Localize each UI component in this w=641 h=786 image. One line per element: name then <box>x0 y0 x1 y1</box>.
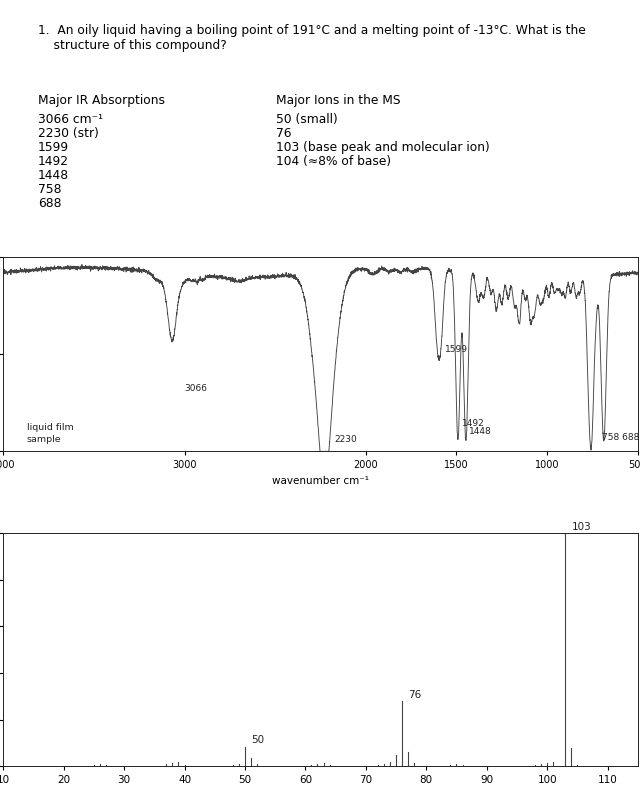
Text: 688: 688 <box>38 197 62 210</box>
Text: 104 (≈8% of base): 104 (≈8% of base) <box>276 155 391 168</box>
Text: 1.  An oily liquid having a boiling point of 191°C and a melting point of -13°C.: 1. An oily liquid having a boiling point… <box>38 24 586 53</box>
Text: 1492: 1492 <box>38 155 69 168</box>
Text: 758 688: 758 688 <box>601 432 639 442</box>
Text: 1492: 1492 <box>462 419 485 428</box>
Text: liquid film
sample: liquid film sample <box>27 423 74 443</box>
Text: Major Ions in the MS: Major Ions in the MS <box>276 94 401 108</box>
Text: 1448: 1448 <box>469 427 492 435</box>
Text: 3066: 3066 <box>185 384 208 393</box>
X-axis label: wavenumber cm⁻¹: wavenumber cm⁻¹ <box>272 476 369 486</box>
Text: 76: 76 <box>276 127 292 140</box>
Text: 50 (small): 50 (small) <box>276 113 338 126</box>
Text: 76: 76 <box>408 690 421 700</box>
Text: 1599: 1599 <box>445 345 468 354</box>
Text: 2230 (str): 2230 (str) <box>38 127 99 140</box>
Text: 1599: 1599 <box>38 141 69 154</box>
Text: 2230: 2230 <box>334 435 357 443</box>
Text: 3066 cm⁻¹: 3066 cm⁻¹ <box>38 113 103 126</box>
Text: 103: 103 <box>571 522 591 532</box>
Text: 50: 50 <box>251 736 264 745</box>
Text: 758: 758 <box>38 183 62 196</box>
Text: 103 (base peak and molecular ion): 103 (base peak and molecular ion) <box>276 141 490 154</box>
Text: Major IR Absorptions: Major IR Absorptions <box>38 94 165 108</box>
Text: 1448: 1448 <box>38 169 69 182</box>
